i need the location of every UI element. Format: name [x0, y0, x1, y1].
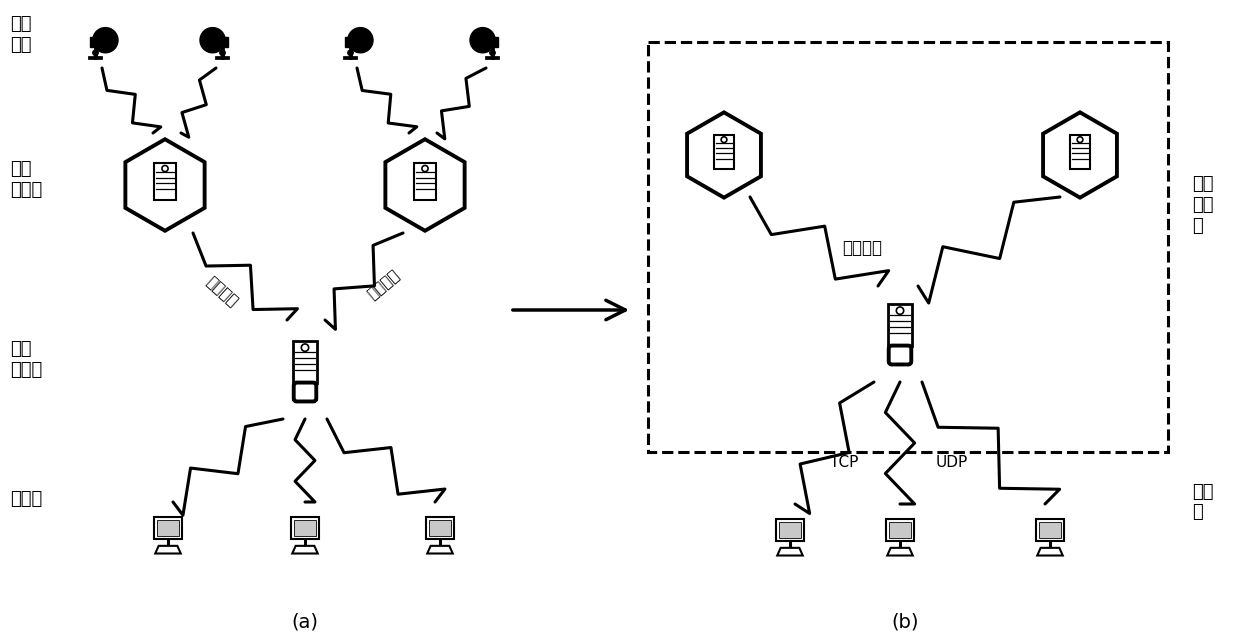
- Polygon shape: [889, 522, 911, 538]
- Text: UDP: UDP: [936, 455, 968, 469]
- Text: 转发
服务
器: 转发 服务 器: [1192, 175, 1214, 235]
- Text: 私有协议: 私有协议: [203, 274, 241, 310]
- Circle shape: [347, 50, 353, 55]
- Text: 数据接入: 数据接入: [842, 239, 882, 257]
- Polygon shape: [1039, 522, 1061, 538]
- Polygon shape: [888, 548, 913, 556]
- Text: (a): (a): [291, 612, 319, 631]
- Circle shape: [1078, 137, 1083, 142]
- Polygon shape: [777, 548, 802, 556]
- Text: 视频
服务器: 视频 服务器: [10, 160, 42, 199]
- Polygon shape: [428, 546, 453, 553]
- Polygon shape: [290, 517, 320, 539]
- Polygon shape: [208, 37, 228, 48]
- Polygon shape: [1037, 548, 1063, 556]
- Circle shape: [219, 50, 226, 55]
- Polygon shape: [714, 135, 734, 169]
- Polygon shape: [293, 546, 317, 553]
- Circle shape: [301, 344, 309, 352]
- Polygon shape: [775, 519, 805, 541]
- Polygon shape: [429, 520, 451, 536]
- Polygon shape: [885, 519, 914, 541]
- Polygon shape: [1035, 519, 1064, 541]
- Polygon shape: [425, 517, 454, 539]
- Polygon shape: [345, 37, 365, 48]
- Polygon shape: [414, 163, 435, 200]
- Text: 前端
设备: 前端 设备: [10, 15, 31, 54]
- FancyBboxPatch shape: [889, 346, 911, 365]
- Text: 客户端: 客户端: [10, 490, 42, 508]
- Text: 客户
端: 客户 端: [1192, 482, 1214, 522]
- Circle shape: [347, 28, 373, 53]
- Polygon shape: [155, 546, 181, 553]
- Circle shape: [897, 307, 904, 314]
- Circle shape: [470, 28, 495, 53]
- Polygon shape: [687, 112, 761, 198]
- Polygon shape: [479, 37, 498, 48]
- Circle shape: [93, 28, 118, 53]
- Text: 转发
服务器: 转发 服务器: [10, 340, 42, 379]
- Polygon shape: [154, 517, 182, 539]
- Polygon shape: [888, 305, 911, 346]
- Circle shape: [162, 166, 169, 171]
- Polygon shape: [155, 163, 176, 200]
- Polygon shape: [779, 522, 801, 538]
- Text: 国标协议: 国标协议: [366, 267, 403, 303]
- Circle shape: [200, 28, 226, 53]
- Polygon shape: [1070, 135, 1090, 169]
- Polygon shape: [386, 139, 465, 231]
- Text: TCP: TCP: [830, 455, 858, 469]
- Text: (b): (b): [892, 612, 919, 631]
- FancyBboxPatch shape: [294, 383, 316, 401]
- Circle shape: [93, 50, 98, 55]
- Polygon shape: [293, 341, 317, 383]
- Circle shape: [722, 137, 727, 142]
- Circle shape: [490, 50, 495, 55]
- Polygon shape: [1043, 112, 1117, 198]
- Polygon shape: [156, 520, 180, 536]
- Circle shape: [422, 166, 428, 171]
- Polygon shape: [91, 37, 110, 48]
- Polygon shape: [294, 520, 316, 536]
- Polygon shape: [125, 139, 205, 231]
